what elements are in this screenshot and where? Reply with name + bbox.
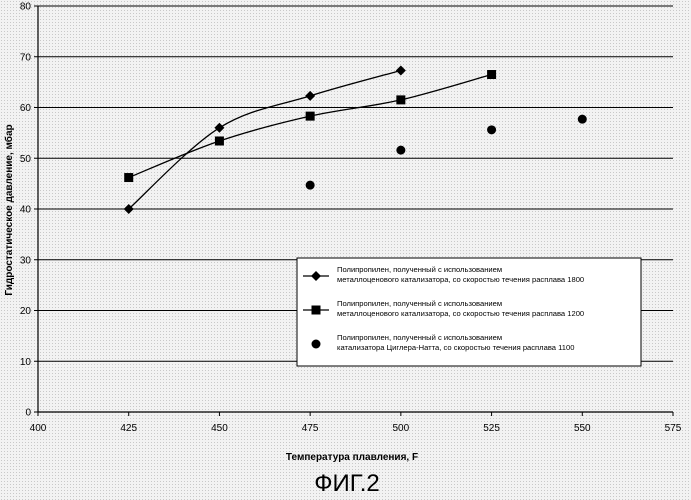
data-point-diamond — [396, 65, 406, 75]
series-square — [124, 70, 496, 182]
series-circle — [306, 115, 587, 190]
series-line — [129, 75, 492, 178]
x-tick-label: 525 — [483, 423, 500, 434]
legend: Полипропилен, полученный с использование… — [297, 258, 641, 366]
data-point-square — [487, 70, 496, 79]
y-tick-label: 60 — [20, 103, 32, 114]
y-tick-label: 20 — [20, 306, 32, 317]
data-point-square — [306, 112, 315, 121]
data-point-diamond — [214, 123, 224, 133]
data-point-circle — [396, 146, 405, 155]
y-axis-title: Гидростатическое давление, мбар — [3, 124, 15, 295]
data-point-diamond — [305, 91, 315, 101]
data-point-square — [215, 136, 224, 145]
y-tick-label: 0 — [25, 408, 31, 419]
y-tick-label: 50 — [20, 154, 32, 165]
legend-label: катализатора Циглера-Натта, со скоростью… — [337, 343, 574, 352]
legend-label: металлоценового катализатора, со скорост… — [337, 275, 584, 284]
figure-caption: ФИГ.2 — [314, 470, 380, 497]
data-point-circle — [487, 125, 496, 134]
series-diamond — [124, 65, 406, 214]
x-tick-label: 400 — [30, 423, 47, 434]
x-tick-label: 500 — [393, 423, 410, 434]
y-tick-label: 40 — [20, 205, 32, 216]
legend-label: Полипропилен, полученный с использование… — [337, 265, 502, 274]
series-line — [129, 70, 401, 209]
legend-label: Полипропилен, полученный с использование… — [337, 333, 502, 342]
x-tick-label: 575 — [665, 423, 682, 434]
legend-label: Полипропилен, полученный с использование… — [337, 299, 502, 308]
x-tick-labels: 400 425 450 475 500 525 550 575 — [30, 423, 682, 434]
y-tick-label: 80 — [20, 2, 32, 13]
y-tick-labels: 0 10 20 30 40 50 60 70 80 — [20, 2, 32, 419]
y-tick-label: 70 — [20, 52, 32, 63]
x-tick-label: 425 — [120, 423, 137, 434]
data-point-square — [396, 95, 405, 104]
x-tick-label: 450 — [211, 423, 228, 434]
legend-label: металлоценового катализатора, со скорост… — [337, 309, 584, 318]
y-tick-label: 30 — [20, 255, 32, 266]
series-layer — [124, 65, 587, 214]
x-tick-label: 475 — [302, 423, 319, 434]
x-tick-label: 550 — [574, 423, 591, 434]
data-point-square — [124, 173, 133, 182]
data-point-circle — [578, 115, 587, 124]
legend-marker-square — [312, 306, 321, 315]
legend-marker-circle — [312, 340, 321, 349]
x-axis-title: Температура плавления, F — [286, 452, 418, 463]
y-tick-label: 10 — [20, 357, 32, 368]
data-point-circle — [306, 181, 315, 190]
